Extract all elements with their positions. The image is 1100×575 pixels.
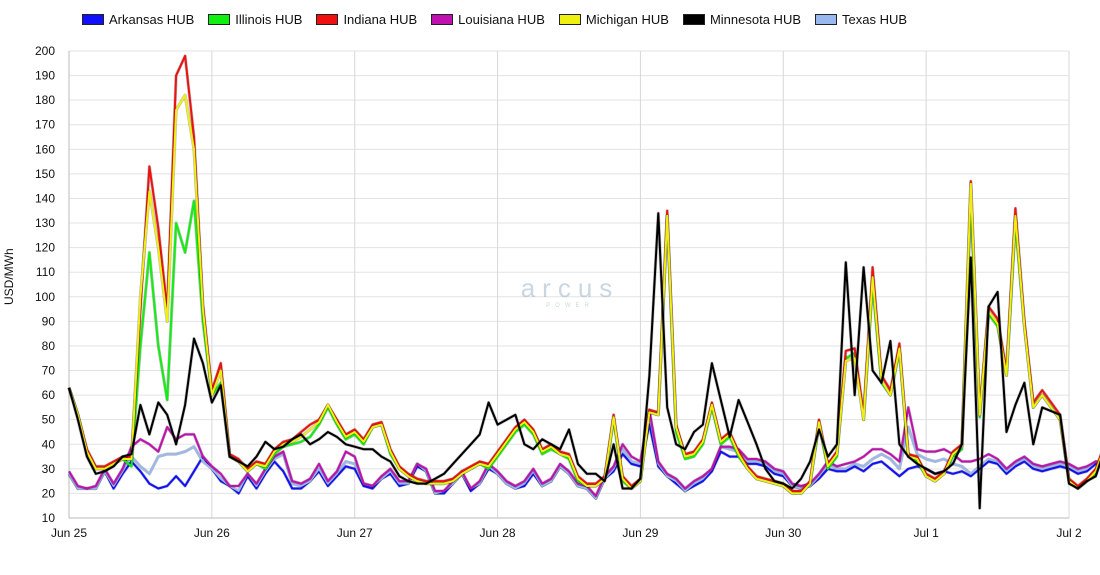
x-tick-label: Jun 30	[765, 526, 801, 540]
y-tick-label: 150	[35, 167, 55, 181]
legend-swatch	[431, 13, 454, 25]
legend-swatch	[208, 13, 231, 25]
y-tick-label: 80	[42, 339, 56, 353]
legend-label: Indiana HUB	[343, 11, 418, 27]
x-tick-label: Jun 27	[337, 526, 373, 540]
legend-swatch	[82, 13, 104, 25]
x-tick-label: Jul 1	[913, 526, 939, 540]
y-tick-label: 180	[35, 93, 55, 107]
series-texas-hub	[67, 413, 1100, 500]
y-tick-label: 160	[35, 142, 55, 156]
legend-label: Arkansas HUB	[109, 11, 195, 27]
y-tick-label: 170	[35, 118, 55, 132]
series-line	[68, 423, 1100, 500]
y-tick-label: 90	[42, 314, 56, 328]
series-line-outline	[67, 211, 1100, 510]
y-tick-label: 50	[42, 413, 56, 427]
series-louisiana-hub	[67, 405, 1100, 498]
series-minnesota-hub	[67, 211, 1100, 510]
y-tick-label: 130	[35, 216, 55, 230]
x-tick-label: Jul 2	[1056, 526, 1082, 540]
legend-swatch	[682, 13, 705, 25]
y-tick-label: 30	[42, 462, 56, 476]
series-michigan-hub	[67, 93, 1100, 495]
y-tick-label: 110	[36, 265, 55, 279]
legend-swatch	[558, 13, 581, 25]
y-tick-label: 60	[42, 388, 56, 402]
legend-label: Illinois HUB	[235, 11, 303, 27]
legend-item[interactable]: Minnesota HUB	[682, 11, 802, 27]
legend-item[interactable]: Arkansas HUB	[82, 12, 194, 27]
series-arkansas-hub	[67, 423, 1100, 500]
legend-swatch	[815, 13, 838, 25]
legend-swatch	[316, 13, 339, 25]
legend-item[interactable]: Louisiana HUB	[431, 12, 545, 27]
series-line	[68, 413, 1100, 500]
legend-item[interactable]: Illinois HUB	[208, 12, 302, 27]
series-line	[68, 94, 1100, 495]
y-tick-label: 10	[42, 511, 56, 525]
legend-label: Minnesota HUB	[709, 11, 802, 27]
chart-legend: Arkansas HUB Illinois HUB Indiana HUB Louis…	[82, 10, 921, 28]
logo-sub-text: POWER	[546, 303, 594, 309]
legend-label: Texas HUB	[842, 11, 908, 27]
y-tick-label: 20	[42, 486, 56, 500]
legend-item[interactable]: Indiana HUB	[316, 12, 417, 27]
series-line	[68, 406, 1100, 497]
legend-item[interactable]: Texas HUB	[815, 12, 907, 27]
x-tick-label: Jun 26	[194, 526, 230, 540]
y-tick-label: 70	[42, 364, 56, 378]
legend-label: Louisiana HUB	[458, 11, 545, 27]
y-tick-label: 100	[35, 290, 55, 304]
legend-item[interactable]: Michigan HUB	[558, 11, 669, 27]
x-tick-label: Jun 29	[622, 526, 658, 540]
y-tick-label: 40	[42, 437, 56, 451]
logo-main-text: arcus	[520, 273, 620, 303]
arcus-logo: arcus POWER	[510, 275, 630, 309]
y-tick-label: 190	[35, 69, 55, 83]
grid-lines	[68, 50, 1070, 519]
x-tick-label: Jun 28	[480, 526, 516, 540]
y-axis-label: USD/MWh	[2, 248, 16, 305]
y-tick-label: 200	[35, 44, 55, 58]
y-tick-label: 120	[35, 241, 55, 255]
y-tick-label: 140	[35, 191, 55, 205]
x-tick-label: Jun 25	[51, 526, 87, 540]
legend-label: Michigan HUB	[585, 11, 669, 27]
series-line	[68, 212, 1100, 510]
